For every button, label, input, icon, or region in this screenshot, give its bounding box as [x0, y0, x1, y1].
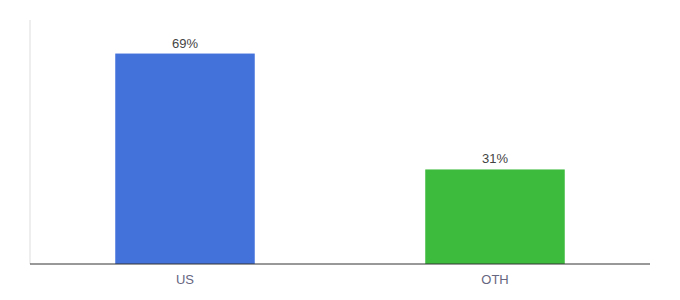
bar — [115, 54, 255, 264]
chart-svg: US OTH 69% 31% — [0, 0, 680, 300]
bar — [425, 169, 565, 264]
chart-container: US OTH 69% 31% — [0, 0, 680, 300]
data-label: 69% — [172, 36, 198, 51]
y-axis-line — [30, 20, 31, 264]
data-label: 31% — [482, 151, 508, 166]
plot-area — [115, 54, 565, 264]
x-axis-line — [30, 264, 650, 265]
x-tick-label: US — [176, 272, 194, 287]
x-tick-label: OTH — [481, 272, 508, 287]
